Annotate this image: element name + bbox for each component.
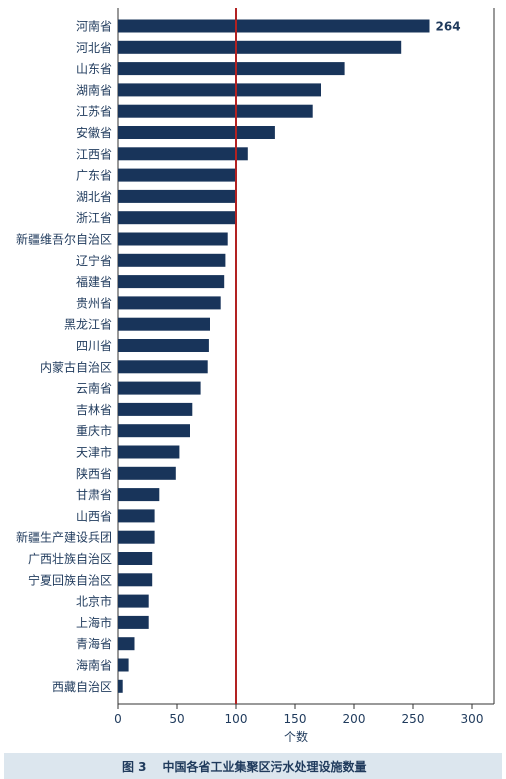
bar: [118, 189, 236, 203]
bar: [118, 339, 209, 352]
bar: [118, 126, 275, 139]
category-label: 湖北省: [76, 189, 112, 204]
data-label: 264: [436, 20, 461, 34]
category-label: 吉林省: [76, 403, 112, 417]
category-label: 福建省: [76, 274, 112, 289]
caption-text: 中国各省工业集聚区污水处理设施数量: [162, 759, 367, 774]
category-label: 云南省: [76, 381, 112, 396]
category-label: 内蒙古自治区: [40, 359, 112, 374]
category-label: 山东省: [76, 62, 112, 76]
bar: [118, 275, 225, 289]
bar-chart: 河南省 264 河北省山东省湖南省江苏省安徽省江西省广东省湖北省浙江省新疆维吾尔自治…: [16, 8, 495, 744]
category-label: 重庆市: [76, 423, 112, 438]
category-label: 海南省: [76, 658, 112, 673]
category-label: 江苏省: [76, 105, 112, 119]
bar: [118, 83, 321, 97]
category-label: 江西省: [76, 147, 112, 161]
category-label: 四川省: [76, 339, 112, 353]
bar: [118, 360, 208, 374]
bar: [118, 573, 153, 587]
category-label: 浙江省: [76, 211, 112, 225]
category-label: 西藏自治区: [52, 680, 112, 694]
bar: [118, 530, 155, 544]
bar: [118, 19, 430, 33]
category-label: 安徽省: [76, 125, 112, 140]
category-label: 北京市: [76, 594, 112, 609]
category-label: 黑龙江省: [64, 318, 112, 332]
category-label: 河北省: [76, 41, 112, 55]
caption-number: 图 3: [122, 759, 147, 774]
category-label: 河南省: [76, 19, 112, 34]
bar: [118, 594, 149, 608]
x-tick-label: 50: [169, 712, 184, 726]
category-label: 上海市: [76, 615, 112, 630]
bar: [118, 658, 129, 672]
figure-caption: 图 3 中国各省工业集聚区污水处理设施数量: [4, 753, 502, 779]
category-label: 青海省: [76, 636, 112, 651]
bar: [118, 147, 248, 161]
x-tick-label: 200: [343, 712, 366, 726]
x-tick-label: 100: [225, 712, 248, 726]
category-label: 新疆维吾尔自治区: [16, 232, 112, 247]
bar: [118, 211, 236, 225]
category-label: 陕西省: [76, 466, 112, 481]
category-label: 辽宁省: [76, 253, 112, 268]
category-label: 宁夏回族自治区: [28, 572, 112, 587]
bar: [118, 637, 135, 651]
bar: [118, 253, 226, 267]
bar: [118, 317, 210, 331]
x-tick-label: 300: [461, 712, 484, 726]
bar: [118, 552, 153, 565]
category-label: 新疆生产建设兵团: [16, 530, 112, 545]
bar: [118, 424, 190, 438]
category-label: 贵州省: [76, 296, 112, 310]
x-tick-label: 250: [402, 712, 425, 726]
bar: [118, 509, 155, 523]
bar: [118, 62, 345, 76]
category-label: 山西省: [76, 509, 112, 523]
bar: [118, 488, 160, 502]
bar: [118, 232, 228, 246]
bar: [118, 381, 201, 395]
bar: [118, 445, 180, 459]
bar: [118, 296, 221, 310]
bar: [118, 466, 176, 480]
category-label: 天津市: [76, 445, 112, 460]
category-label: 湖南省: [76, 82, 112, 97]
bar: [118, 679, 123, 693]
x-axis-label: 个数: [284, 729, 308, 744]
bar: [118, 104, 313, 118]
bar: [118, 402, 193, 416]
category-label: 广东省: [76, 169, 112, 183]
x-tick-label: 0: [114, 712, 122, 726]
bar: [118, 168, 236, 182]
category-label: 甘肃省: [76, 488, 112, 502]
x-tick-label: 150: [284, 712, 307, 726]
bar: [118, 615, 149, 629]
category-label: 广西壮族自治区: [28, 552, 112, 566]
bar: [118, 40, 402, 54]
